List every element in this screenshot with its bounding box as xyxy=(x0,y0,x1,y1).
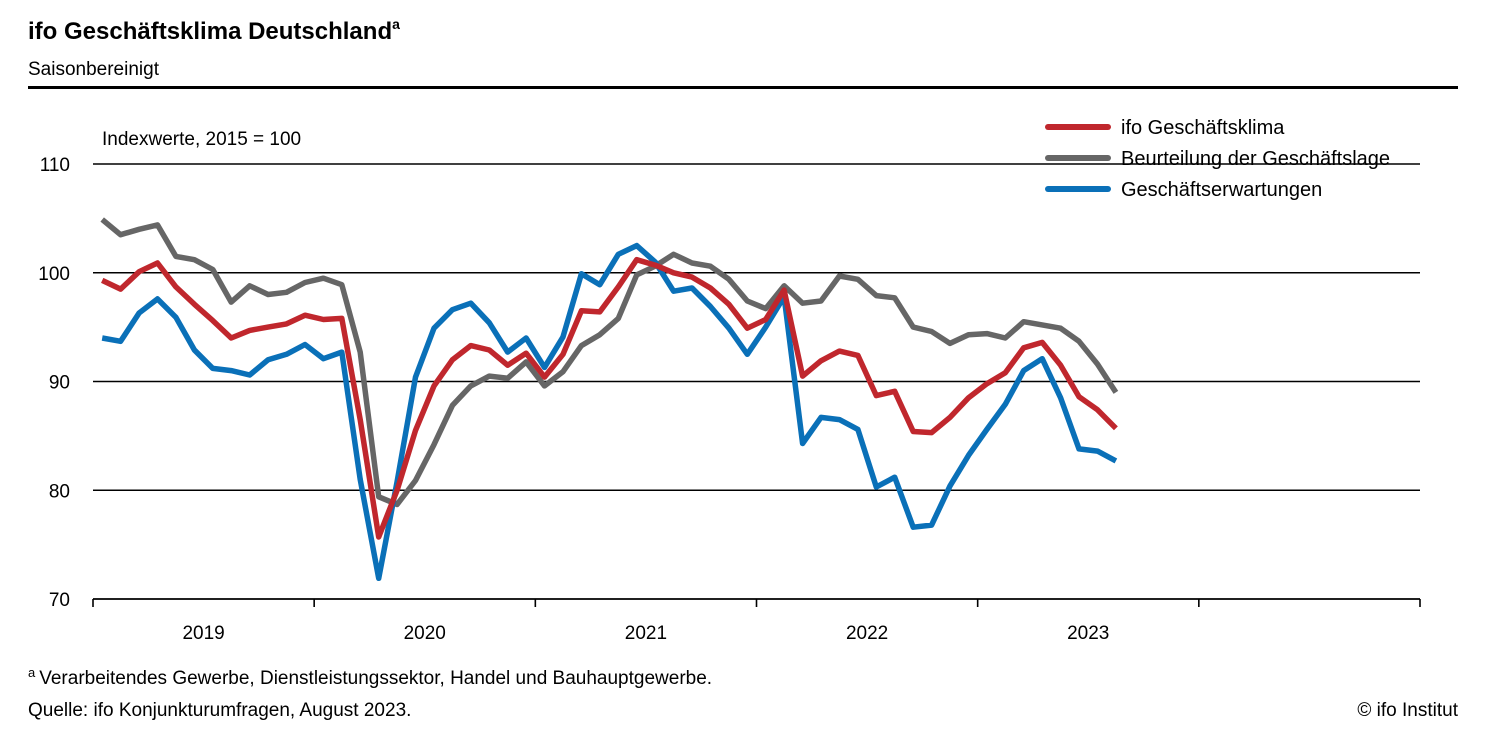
x-tick-label: 2021 xyxy=(625,623,667,644)
legend-label: Beurteilung der Geschäftslage xyxy=(1121,148,1390,170)
y-tick-label: 100 xyxy=(38,264,70,285)
legend-label: Geschäftserwartungen xyxy=(1121,179,1322,201)
y-tick-label: 80 xyxy=(49,481,70,502)
series-line-3 xyxy=(101,242,1118,582)
series-line-1 xyxy=(101,256,1118,540)
title-superscript: a xyxy=(392,16,400,32)
legend: ifo Geschäftsklima Beurteilung der Geschä… xyxy=(1045,117,1390,201)
chart-subtitle: Saisonbereinigt xyxy=(28,59,160,80)
copyright: © ifo Institut xyxy=(1357,700,1458,721)
y-tick-label: 90 xyxy=(49,373,70,394)
x-tick-label: 2023 xyxy=(1067,623,1109,644)
chart-title: ifo Geschäftsklima Deutschlanda xyxy=(28,16,400,45)
x-tick-label: 2020 xyxy=(404,623,446,644)
series-line-2 xyxy=(100,217,1119,508)
footnote-text: Verarbeitendes Gewerbe, Dienstleistungss… xyxy=(39,668,712,689)
chart-title-text: ifo Geschäftsklima Deutschland xyxy=(28,18,392,45)
gridlines xyxy=(93,163,1420,492)
y-tick-label: 110 xyxy=(40,155,70,176)
source: Quelle: ifo Konjunkturumfragen, August 2… xyxy=(28,700,411,721)
y-axis-label: Indexwerte, 2015 = 100 xyxy=(102,129,301,150)
legend-label: ifo Geschäftsklima xyxy=(1121,117,1285,139)
x-tick-label: 2022 xyxy=(846,623,888,644)
footnote-marker: a xyxy=(28,665,36,680)
x-tick-label: 2019 xyxy=(182,623,224,644)
y-tick-label: 70 xyxy=(49,590,70,611)
footnote: a Verarbeitendes Gewerbe, Dienstleistungs… xyxy=(28,665,712,689)
y-tick-labels: 70 80 90 100 110 xyxy=(38,155,70,611)
x-axis: 2019 2020 2021 2022 2023 xyxy=(92,598,1421,644)
series-lines xyxy=(100,217,1119,582)
